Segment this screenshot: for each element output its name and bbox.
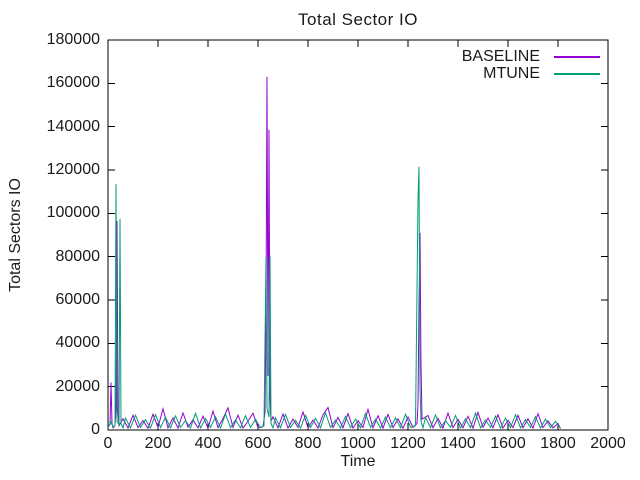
mtune-series-line xyxy=(107,166,561,430)
y-tick-label: 80000 xyxy=(55,247,101,265)
x-tick-label: 1200 xyxy=(390,435,426,452)
legend-label-baseline: BASELINE xyxy=(461,47,540,65)
x-tick-label: 200 xyxy=(144,435,172,452)
x-tick-label: 800 xyxy=(294,435,322,452)
x-tick-label: 1000 xyxy=(340,435,376,452)
y-tick-label: 160000 xyxy=(46,74,100,92)
legend: BASELINE MTUNE xyxy=(108,48,600,82)
legend-label-mtune: MTUNE xyxy=(483,64,540,82)
y-tick-label: 120000 xyxy=(46,161,100,178)
x-tick-label: 1400 xyxy=(440,435,476,452)
y-tick-label: 180000 xyxy=(46,31,100,48)
y-tick-label: 40000 xyxy=(55,334,101,352)
x-axis-label: Time xyxy=(340,453,376,470)
x-tick-label: 1800 xyxy=(540,435,576,452)
x-tick-label: 400 xyxy=(194,435,222,452)
baseline-series-line xyxy=(107,76,561,430)
plot-border xyxy=(107,39,609,431)
y-tick-label: 100000 xyxy=(46,204,100,222)
legend-item-baseline: BASELINE xyxy=(108,48,600,65)
y-tick-label: 60000 xyxy=(55,291,101,308)
legend-line-sample-mtune xyxy=(554,72,600,75)
x-tick-label: 1600 xyxy=(490,435,526,452)
y-tick-label: 0 xyxy=(91,421,100,438)
legend-line-sample-baseline xyxy=(554,55,600,58)
legend-item-mtune: MTUNE xyxy=(108,65,600,82)
x-tick-label: 2000 xyxy=(590,435,626,452)
y-tick-label: 140000 xyxy=(46,117,100,135)
x-tick-label: 600 xyxy=(244,435,272,452)
y-tick-label: 20000 xyxy=(55,377,101,395)
chart-title: Total Sector IO xyxy=(298,10,418,29)
x-tick-label: 0 xyxy=(103,435,113,452)
